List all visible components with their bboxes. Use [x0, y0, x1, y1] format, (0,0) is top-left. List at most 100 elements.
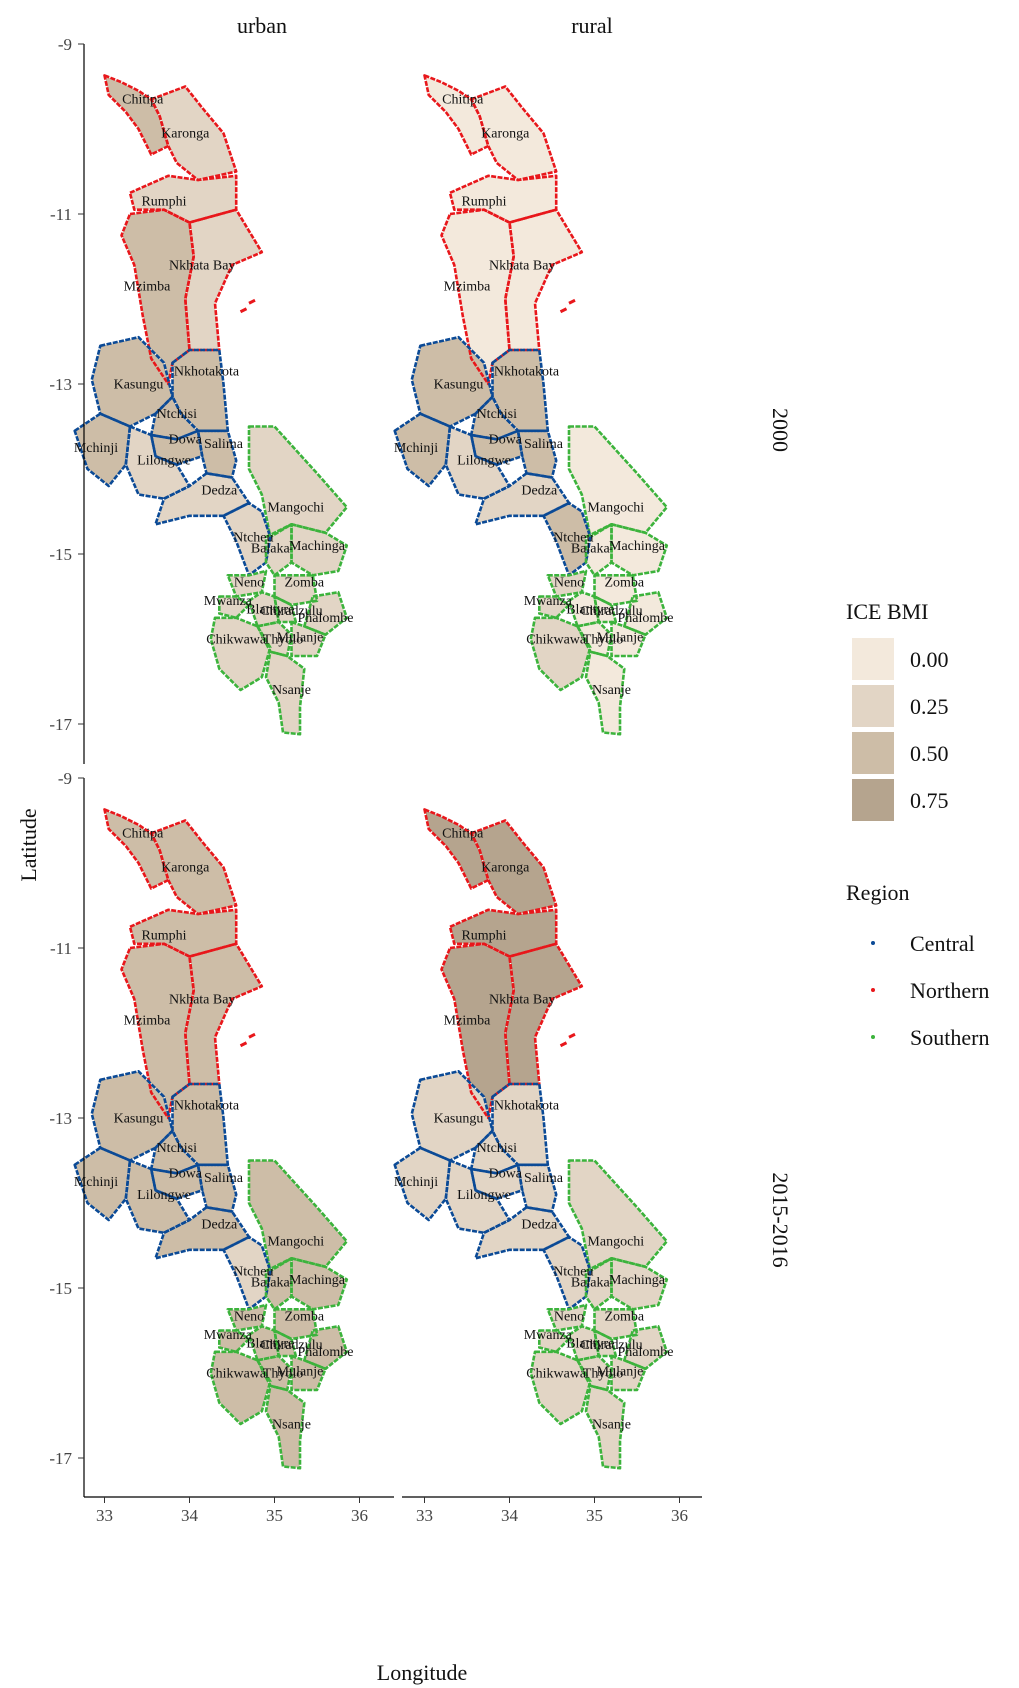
district-label: Karonga [481, 127, 530, 142]
district-label: Mangochi [267, 501, 324, 516]
region-key-central [871, 941, 875, 945]
district-label: Dedza [201, 484, 238, 499]
district-border-dowa [469, 1163, 524, 1201]
island-mark [239, 1032, 256, 1048]
district-label: Machinga [609, 1273, 666, 1288]
district-border-mwanza [218, 1329, 251, 1354]
district-label: Nsanje [592, 683, 631, 698]
region-key-label-southern: Southern [910, 1025, 989, 1050]
district-border-mwanza [537, 1329, 571, 1354]
district-border-salima [516, 1163, 558, 1213]
district-label: Machinga [289, 539, 346, 554]
x-tick-label: 33 [416, 1506, 433, 1525]
district-label: Rumphi [461, 195, 506, 210]
district-label: Chitipa [442, 827, 484, 842]
district-label: Blantyre [566, 1337, 614, 1352]
district-label: Salima [204, 437, 244, 452]
district-label: Balaka [251, 541, 291, 556]
district-border-mchinji [73, 1146, 132, 1222]
district-label: Mchinji [394, 441, 438, 456]
district-label: Mzimba [444, 280, 491, 295]
district-label: Mulanje [277, 631, 324, 646]
district-border-nsanje [264, 1384, 306, 1470]
island-mark [239, 298, 256, 314]
district-label: Salima [524, 437, 564, 452]
district-border-balaka [584, 522, 613, 577]
district-border-chikwawa [529, 1350, 592, 1426]
x-tick-label: 36 [671, 1506, 688, 1525]
map-panel-rural_2015-2016: Chitipa Karonga Rumphi Nkhata Bay Mzimba Kasu… [393, 808, 674, 1470]
region-legend: Region Central Northern Southern [846, 880, 989, 1050]
district-label: Lilongwe [457, 1188, 511, 1203]
y-tick-label: -9 [58, 769, 72, 788]
district-border-dowa [149, 1163, 204, 1201]
district-border-chiradzulu [273, 595, 298, 624]
district-label: Dowa [169, 433, 203, 448]
y-tick-label: -17 [49, 1449, 72, 1468]
region-key-label-central: Central [910, 931, 975, 956]
district-label: Lilongwe [137, 454, 191, 469]
district-label: Mzimba [444, 1014, 491, 1029]
region-legend-title: Region [846, 880, 910, 905]
district-border-chiradzulu [593, 595, 618, 624]
district-border-karonga [149, 85, 238, 182]
district-border-karonga [149, 819, 238, 916]
fill-legend-title: ICE BMI [846, 599, 929, 624]
district-border-thyolo [256, 620, 293, 658]
district-label: Mangochi [587, 1235, 644, 1250]
district-border-mangochi [247, 1159, 349, 1273]
x-tick-label: 33 [96, 1506, 113, 1525]
district-label: Mulanje [597, 1365, 644, 1380]
district-label: Rumphi [461, 929, 506, 944]
district-label: Chiradzulu [260, 1338, 322, 1353]
region-key-label-northern: Northern [910, 978, 989, 1003]
district-border-mangochi [247, 425, 349, 539]
district-label: Dowa [169, 1167, 203, 1182]
district-label: Chikwawa [206, 632, 267, 647]
district-border-salima [516, 429, 558, 479]
district-border-zomba [273, 573, 319, 607]
district-border-phalombe [622, 590, 669, 637]
column-strip-rural: rural [571, 13, 613, 38]
district-label: Kasungu [114, 1111, 164, 1126]
district-label: Neno [234, 575, 264, 590]
district-label: Dowa [489, 1167, 523, 1182]
district-border-balaka [264, 1257, 293, 1311]
district-border-karonga [469, 85, 558, 182]
y-tick-label: -11 [50, 205, 72, 224]
map-panel-rural_2000: Chitipa Karonga Rumphi Nkhata Bay Mzimba Kasu… [393, 74, 674, 736]
district-label: Mulanje [597, 631, 644, 646]
district-label: Balaka [571, 541, 611, 556]
district-border-mchinji [393, 1146, 452, 1222]
district-label: Nkhotakota [174, 365, 240, 380]
district-label: Blantyre [566, 603, 614, 618]
district-label: Neno [234, 1309, 264, 1324]
y-tick-label: -9 [58, 35, 72, 54]
x-tick-label: 35 [266, 1506, 283, 1525]
district-label: Blantyre [246, 1337, 294, 1352]
district-border-machinga [610, 522, 669, 577]
district-label: Ntcheu [233, 530, 273, 545]
district-label: Zomba [284, 1309, 324, 1324]
district-border-machinga [290, 1257, 349, 1311]
district-label: Machinga [289, 1273, 346, 1288]
district-label: Ntchisi [477, 407, 518, 422]
x-tick-label: 35 [586, 1506, 603, 1525]
district-border-zomba [593, 1308, 639, 1341]
district-label: Thyolo [263, 632, 303, 647]
y-tick-label: -11 [50, 939, 72, 958]
column-strip-urban: urban [237, 13, 287, 38]
district-label: Phalombe [298, 611, 354, 626]
y-tick-label: -15 [49, 545, 72, 564]
district-label: Chitipa [442, 93, 484, 108]
district-border-karonga [469, 819, 558, 916]
district-border-chikwawa [209, 1350, 272, 1426]
district-border-kasungu [90, 335, 174, 428]
district-border-ntcheu [542, 1235, 592, 1311]
row-strip-2015-2016: 2015-2016 [768, 1172, 793, 1267]
district-border-thyolo [576, 1354, 613, 1392]
district-label: Blantyre [246, 603, 294, 618]
district-border-mangochi [567, 425, 669, 539]
district-label: Balaka [571, 1275, 611, 1290]
district-border-neno [546, 569, 588, 598]
